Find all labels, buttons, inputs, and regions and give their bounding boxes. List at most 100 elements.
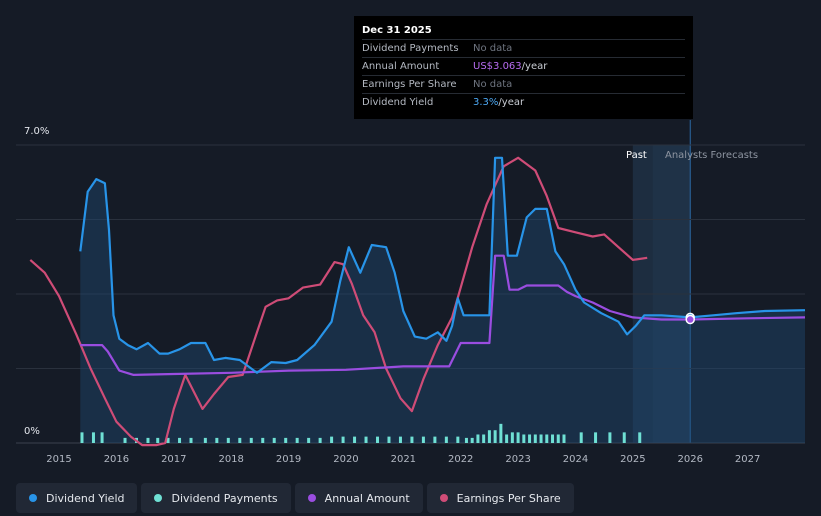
payment-bar	[594, 432, 598, 443]
tooltip-label: Earnings Per Share	[362, 79, 457, 90]
legend-earnings-per-share[interactable]: Earnings Per Share	[426, 483, 574, 513]
legend-dividend-payments[interactable]: Dividend Payments	[141, 483, 291, 513]
tooltip-value: 3.3%/year	[473, 97, 525, 108]
payment-bar	[123, 437, 127, 443]
payment-bar	[421, 436, 425, 443]
payment-bar	[493, 430, 497, 443]
payment-bar	[238, 437, 242, 443]
payment-bar	[364, 436, 368, 443]
selected-marker	[685, 314, 695, 325]
payment-bar	[91, 432, 95, 443]
x-tick-label: 2022	[448, 454, 473, 465]
tooltip-label: Dividend Yield	[362, 97, 434, 108]
tooltip-row: Earnings Per Share No data	[362, 75, 685, 93]
payment-bar	[330, 436, 334, 443]
payment-bar	[608, 432, 612, 443]
payment-bar	[272, 437, 276, 443]
payment-bar	[539, 434, 543, 443]
payment-bar	[249, 437, 253, 443]
tooltip-label: Annual Amount	[362, 61, 440, 72]
payment-bar	[189, 437, 193, 443]
payment-bar	[80, 432, 84, 443]
tooltip-value: No data	[473, 79, 513, 90]
chart-legend: Dividend Yield Dividend Payments Annual …	[16, 483, 574, 513]
y-axis-bottom-label: 0%	[24, 426, 40, 437]
payment-bar	[203, 437, 207, 443]
past-period-label: Past	[626, 150, 647, 161]
payment-bar	[215, 437, 219, 443]
payment-bar	[487, 430, 491, 443]
legend-dot-icon	[307, 494, 316, 502]
payment-bar	[505, 434, 509, 443]
legend-dot-icon	[154, 494, 163, 502]
payment-bar	[307, 437, 311, 443]
x-axis: 2015 2016 2017 2018 2019 2020 2021 2022 2023 2024…	[46, 454, 760, 465]
tooltip-row: Dividend Payments No data	[362, 39, 685, 57]
x-tick-label: 2024	[563, 454, 588, 465]
x-tick-label: 2027	[735, 454, 760, 465]
yield-area-fill	[80, 157, 806, 444]
yield-area	[80, 157, 806, 444]
x-tick-label: 2015	[46, 454, 71, 465]
payment-bar	[638, 432, 642, 443]
x-tick-label: 2017	[161, 454, 186, 465]
legend-dot-icon	[439, 494, 448, 502]
payment-bar	[551, 434, 555, 443]
legend-dot-icon	[29, 494, 37, 502]
x-tick-label: 2023	[505, 454, 530, 465]
payment-bar	[178, 437, 182, 443]
payment-bar	[410, 436, 414, 443]
payment-bars	[80, 423, 642, 443]
payment-bar	[284, 437, 288, 443]
payment-bar	[556, 434, 560, 443]
legend-label: Dividend Payments	[171, 491, 278, 505]
y-axis-top-label: 7.0%	[24, 126, 50, 137]
tooltip-value: US$3.063/year	[473, 61, 548, 72]
series-lines	[29, 156, 806, 447]
x-tick-label: 2019	[276, 454, 301, 465]
tooltip-date: Dec 31 2025	[362, 25, 432, 36]
payment-bar	[226, 437, 230, 443]
payment-bar	[387, 436, 391, 443]
payment-bar	[444, 436, 448, 443]
series-line-earnings-per-share	[29, 156, 648, 447]
payment-bar	[476, 434, 480, 443]
tooltip-label: Dividend Payments	[362, 43, 459, 54]
payment-bar	[261, 437, 265, 443]
tooltip-value: No data	[473, 43, 513, 54]
tooltip-row: Dividend Yield 3.3%/year	[362, 93, 685, 111]
selected-markers	[685, 312, 695, 325]
x-tick-label: 2016	[104, 454, 129, 465]
x-tick-label: 2021	[391, 454, 416, 465]
payment-bar	[533, 434, 537, 443]
chart-tooltip: Dec 31 2025 Dividend Payments No data An…	[354, 16, 693, 119]
payment-bar	[470, 437, 474, 443]
x-tick-label: 2020	[333, 454, 358, 465]
payment-bar	[528, 434, 532, 443]
payment-bar	[545, 434, 549, 443]
payment-bar	[579, 432, 583, 443]
payment-bar	[376, 436, 380, 443]
payment-bar	[522, 434, 526, 443]
legend-annual-amount[interactable]: Annual Amount	[294, 483, 423, 513]
x-tick-label: 2026	[678, 454, 703, 465]
payment-bar	[433, 436, 437, 443]
payment-bar	[482, 434, 486, 443]
payment-bar	[562, 434, 566, 443]
payment-bar	[166, 437, 170, 443]
payment-bar	[456, 436, 460, 443]
x-tick-label: 2025	[620, 454, 645, 465]
payment-bar	[156, 437, 160, 443]
payment-bar	[398, 436, 402, 443]
series-line-dividend-yield	[79, 156, 806, 374]
tooltip-row: Annual Amount US$3.063/year	[362, 57, 685, 75]
legend-label: Annual Amount	[324, 491, 410, 505]
payment-bar	[318, 437, 322, 443]
legend-dividend-yield[interactable]: Dividend Yield	[16, 483, 138, 513]
payment-bar	[146, 437, 150, 443]
forecast-period-label: Analysts Forecasts	[665, 150, 759, 161]
payment-bar	[464, 437, 468, 443]
payment-bar	[341, 436, 345, 443]
x-tick-label: 2018	[218, 454, 243, 465]
